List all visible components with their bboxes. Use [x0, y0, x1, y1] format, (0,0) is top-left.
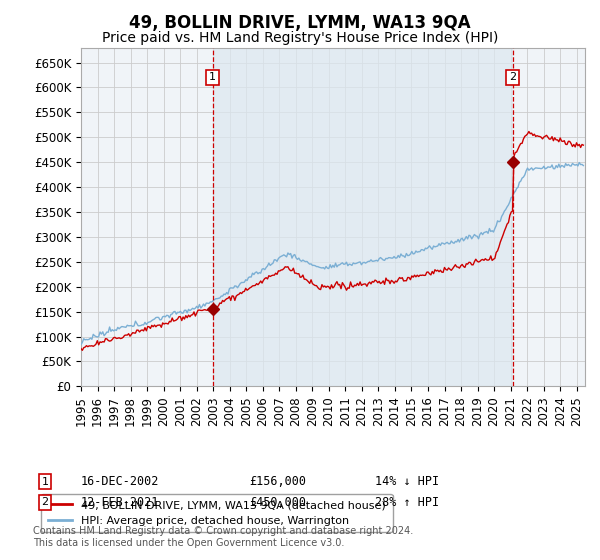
Bar — [212, 48, 512, 386]
Text: Price paid vs. HM Land Registry's House Price Index (HPI): Price paid vs. HM Land Registry's House … — [102, 31, 498, 45]
Text: 16-DEC-2002: 16-DEC-2002 — [81, 475, 160, 488]
Text: £450,000: £450,000 — [249, 496, 306, 509]
Text: Contains HM Land Registry data © Crown copyright and database right 2024.
This d: Contains HM Land Registry data © Crown c… — [33, 526, 413, 548]
Text: 12-FEB-2021: 12-FEB-2021 — [81, 496, 160, 509]
Text: 2: 2 — [509, 72, 516, 82]
Text: 2: 2 — [41, 497, 49, 507]
Text: 14% ↓ HPI: 14% ↓ HPI — [375, 475, 439, 488]
Text: 49, BOLLIN DRIVE, LYMM, WA13 9QA: 49, BOLLIN DRIVE, LYMM, WA13 9QA — [129, 14, 471, 32]
Text: 28% ↑ HPI: 28% ↑ HPI — [375, 496, 439, 509]
Legend: 49, BOLLIN DRIVE, LYMM, WA13 9QA (detached house), HPI: Average price, detached : 49, BOLLIN DRIVE, LYMM, WA13 9QA (detach… — [41, 493, 392, 533]
Text: 1: 1 — [41, 477, 49, 487]
Text: 1: 1 — [209, 72, 216, 82]
Text: £156,000: £156,000 — [249, 475, 306, 488]
